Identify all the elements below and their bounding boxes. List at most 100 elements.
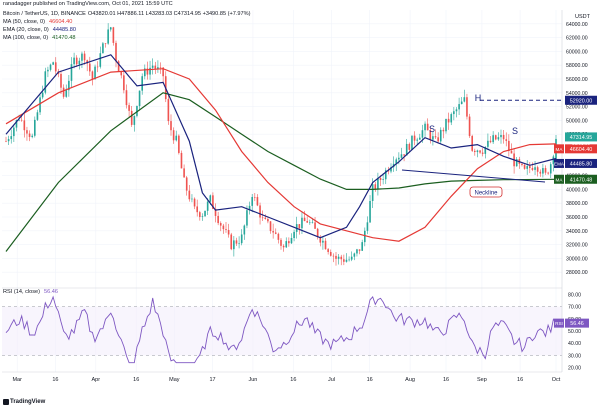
price-tag-box — [565, 158, 597, 168]
candle-body — [424, 123, 426, 131]
ema20-line — [5, 54, 557, 239]
candle-body — [73, 57, 75, 65]
candle-body — [151, 65, 154, 68]
candle-body — [494, 135, 497, 140]
candle-body — [81, 53, 83, 61]
candle-body — [434, 136, 437, 138]
candle-body — [201, 216, 204, 217]
candle-body — [285, 241, 288, 248]
price-tick-label: 64000.00 — [566, 22, 588, 28]
candle-body — [125, 90, 128, 106]
candle-body — [41, 92, 44, 98]
candle-body — [274, 232, 277, 234]
candle-body — [235, 240, 238, 244]
price-tick-label: 54000.00 — [566, 91, 588, 97]
time-tick-label: Oct — [552, 377, 561, 383]
legend-ma100[interactable]: MA (100, close, 0) 41470.48 — [3, 35, 77, 42]
candle-body — [500, 134, 502, 138]
legend-ma50[interactable]: MA (50, close, 0) 46604.40 — [3, 19, 74, 26]
candle-body — [60, 73, 62, 88]
candle-body — [44, 71, 47, 93]
price-tick-label: 36000.00 — [566, 215, 588, 221]
candle-body — [91, 71, 94, 80]
candle-body — [238, 243, 240, 244]
candle-body — [515, 159, 518, 167]
price-tag-value: 52920.00 — [570, 98, 592, 104]
candle-body — [54, 62, 57, 72]
candle-body — [154, 65, 157, 69]
price-tag-value: 47314.95 — [570, 135, 592, 141]
candle-body — [280, 239, 282, 246]
candle-body — [371, 184, 374, 201]
currency-unit: USDT — [575, 14, 591, 20]
rsi-tag-type-box — [554, 318, 564, 328]
candle-body — [209, 195, 212, 202]
candle-body — [222, 225, 225, 230]
time-tick-label: May — [169, 377, 180, 383]
legend-ema20[interactable]: EMA (20, close, 0) 44485.80 — [3, 27, 78, 34]
candle-body — [259, 205, 261, 218]
candle-body — [198, 212, 201, 217]
candle-body — [408, 143, 411, 150]
price-tag-type: MA — [556, 177, 564, 182]
time-tick-label: Sep — [477, 377, 487, 383]
candle-body — [159, 67, 162, 68]
price-tick-label: 50000.00 — [566, 118, 588, 124]
candle-body — [217, 215, 219, 224]
candle-body — [243, 225, 246, 235]
candle-body — [345, 259, 348, 262]
candle-body — [264, 217, 267, 220]
legend-rsi-value: 56.46 — [44, 289, 58, 295]
candle-body — [308, 222, 311, 224]
rsi-tick-label: 50.00 — [568, 329, 581, 335]
candle-body — [120, 71, 123, 76]
right-shoulder-annotation: S — [512, 126, 518, 136]
candle-body — [468, 116, 471, 137]
legend-ma100-value: 41470.48 — [52, 35, 76, 41]
candle-body — [23, 120, 26, 131]
left-shoulder-annotation: S — [429, 124, 435, 134]
candle-body — [542, 168, 544, 174]
legend-rsi[interactable]: RSI (14, close) 56.46 — [3, 289, 60, 296]
candle-body — [33, 119, 36, 136]
tradingview-logo[interactable]: TradingView — [10, 399, 46, 405]
candle-body — [492, 135, 494, 143]
time-tick-label: Apr — [92, 377, 101, 383]
rsi-tick-label: 40.00 — [568, 341, 581, 347]
candle-body — [552, 156, 555, 165]
time-tick-label: 16 — [52, 377, 58, 383]
candle-body — [94, 66, 96, 80]
candle-body — [447, 118, 450, 123]
candle-body — [303, 217, 306, 222]
time-axis[interactable]: Mar 16 Apr 16 May 17 Jun 16 Jul 16 Aug 16 Sep 16 Oct — [12, 377, 560, 383]
candle-body — [253, 197, 256, 198]
time-tick-label: 16 — [367, 377, 373, 383]
price-tag-type: EMA — [554, 161, 565, 166]
price-tick-label: 32000.00 — [566, 243, 588, 249]
price-tick-label: 60000.00 — [566, 49, 588, 55]
candle-body — [405, 143, 408, 156]
candle-body — [356, 249, 358, 254]
candle-body — [411, 135, 413, 150]
time-tick-label: 16 — [133, 377, 139, 383]
candle-body — [526, 166, 529, 169]
candle-body — [5, 141, 7, 142]
candle-body — [248, 205, 251, 211]
candle-body — [363, 230, 366, 243]
candle-body — [65, 90, 68, 97]
candle-body — [481, 152, 484, 154]
price-tag-type-box — [554, 158, 564, 168]
candle-body — [437, 137, 439, 142]
candle-body — [337, 256, 340, 259]
price-tag-box — [565, 174, 597, 184]
candle-body — [432, 136, 434, 140]
candle-body — [384, 170, 387, 180]
time-tick-label: 16 — [290, 377, 296, 383]
price-tick-label: 56000.00 — [566, 77, 588, 83]
candle-body — [178, 135, 180, 153]
ma100-line — [5, 92, 557, 252]
neckline-label: Neckline — [474, 191, 498, 197]
symbol-info[interactable]: Bitcoin / TetherUS, 1D, BINANCE O43820.01… — [3, 11, 251, 17]
candle-body — [327, 249, 329, 252]
